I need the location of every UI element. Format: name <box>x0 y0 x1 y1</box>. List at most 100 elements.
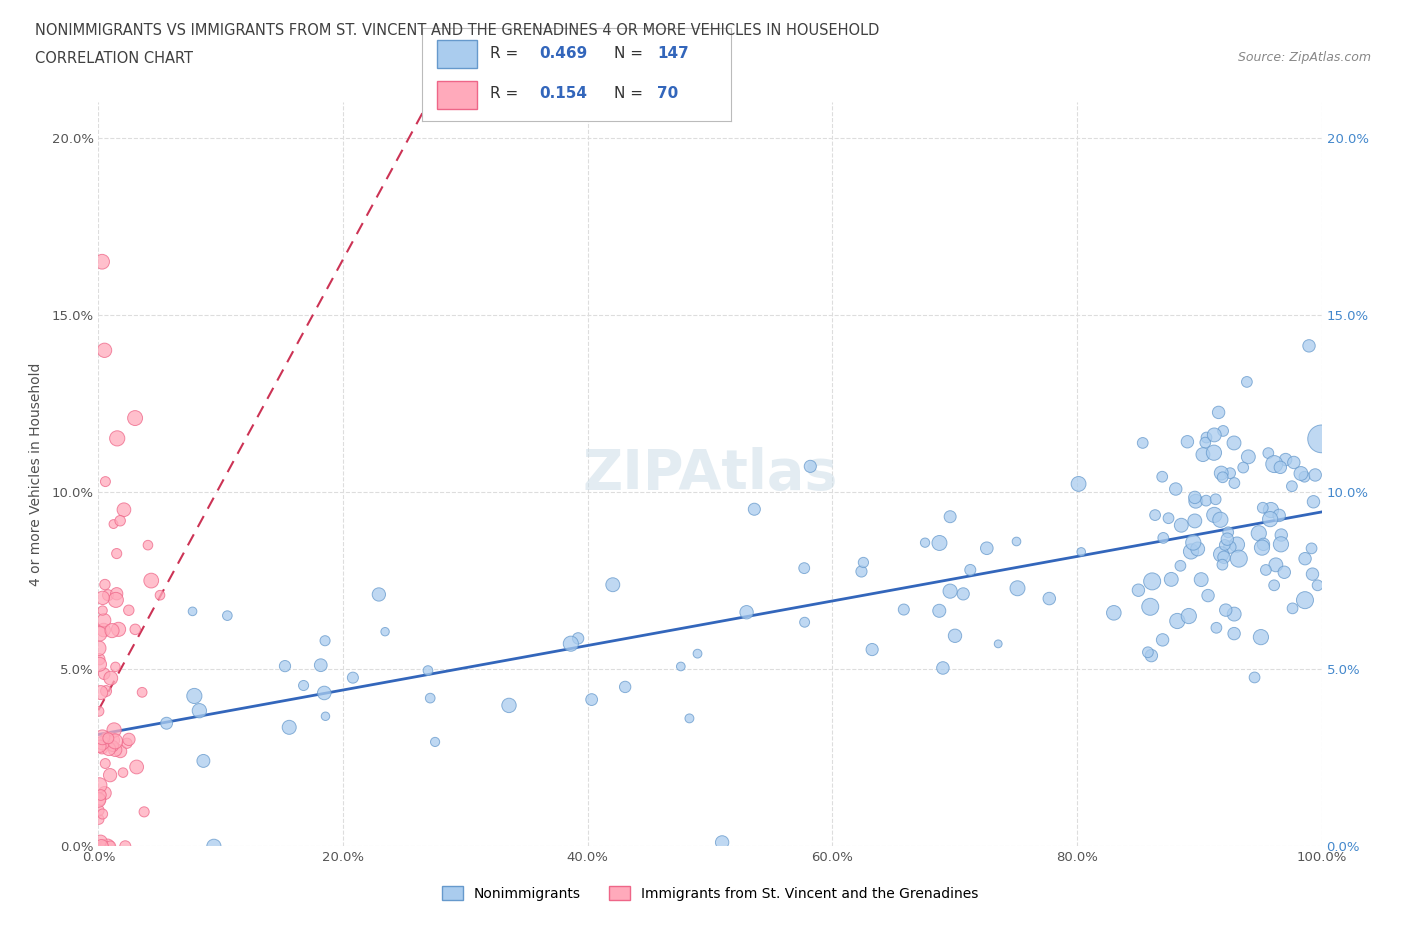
Point <box>314 709 336 724</box>
Point <box>1170 558 1192 573</box>
Point <box>111 765 134 780</box>
Point <box>1205 620 1227 635</box>
Point <box>96 839 118 854</box>
Point <box>1195 430 1218 445</box>
Text: R =: R = <box>489 86 523 101</box>
Point <box>274 658 297 673</box>
Point <box>1211 557 1233 572</box>
Point <box>1218 525 1240 539</box>
Point <box>1205 492 1227 507</box>
Point <box>134 804 156 819</box>
Point <box>98 768 121 783</box>
Point <box>1243 670 1265 684</box>
Point <box>1251 500 1274 515</box>
Point <box>678 711 700 725</box>
Point <box>419 691 441 706</box>
Point <box>97 588 120 603</box>
Point <box>852 555 875 570</box>
Point <box>799 458 821 473</box>
Point <box>1270 460 1292 475</box>
Point <box>149 588 172 603</box>
Point <box>91 254 114 269</box>
Point <box>893 602 915 617</box>
Point <box>94 474 117 489</box>
Point <box>105 586 128 601</box>
Point <box>105 431 128 445</box>
Point <box>91 839 114 854</box>
Point <box>105 546 128 561</box>
Point <box>793 615 815 630</box>
Point <box>1178 608 1201 623</box>
Point <box>1152 530 1174 545</box>
Point <box>1289 466 1312 481</box>
Text: 70: 70 <box>657 86 678 101</box>
Point <box>1213 550 1236 565</box>
Point <box>118 732 141 747</box>
Point <box>101 623 124 638</box>
Point <box>1204 428 1226 443</box>
Point <box>669 659 692 674</box>
Point <box>90 685 112 700</box>
Point <box>1195 493 1218 508</box>
Text: 0.469: 0.469 <box>540 46 588 60</box>
Text: 0.154: 0.154 <box>540 86 588 101</box>
Point <box>1264 557 1286 572</box>
Point <box>124 622 146 637</box>
Point <box>103 517 125 532</box>
Point <box>498 698 520 713</box>
Point <box>711 835 734 850</box>
Point <box>188 703 211 718</box>
Point <box>1301 541 1323 556</box>
Point <box>93 343 115 358</box>
Point <box>1170 518 1192 533</box>
Point <box>1194 435 1216 450</box>
Point <box>155 716 177 731</box>
Point <box>1281 601 1303 616</box>
Point <box>1180 544 1202 559</box>
Point <box>914 536 936 551</box>
Point <box>1260 502 1282 517</box>
Point <box>100 671 122 685</box>
Point <box>1139 599 1161 614</box>
Point <box>1192 447 1215 462</box>
Point <box>1215 603 1237 618</box>
Point <box>1128 583 1150 598</box>
Point <box>93 622 115 637</box>
Point <box>1164 482 1187 497</box>
Point <box>1189 572 1212 587</box>
Point <box>87 704 110 719</box>
Point <box>87 641 110 656</box>
Point <box>93 613 115 628</box>
Point <box>1263 457 1285 472</box>
Point <box>89 792 111 807</box>
Point <box>959 563 981 578</box>
Y-axis label: 4 or more Vehicles in Household: 4 or more Vehicles in Household <box>30 363 44 586</box>
Point <box>87 792 110 807</box>
Text: 147: 147 <box>657 46 689 60</box>
Point <box>314 685 336 700</box>
Point <box>686 646 709 661</box>
Point <box>101 733 124 748</box>
Point <box>1184 490 1206 505</box>
Point <box>98 839 121 854</box>
Point <box>94 684 117 698</box>
Point <box>309 658 332 672</box>
Point <box>1268 508 1291 523</box>
Point <box>202 839 225 854</box>
Point <box>581 692 603 707</box>
Point <box>1136 644 1159 659</box>
Point <box>89 627 111 642</box>
Point <box>560 636 582 651</box>
FancyBboxPatch shape <box>437 40 478 68</box>
Point <box>1303 468 1326 483</box>
Point <box>1212 423 1234 438</box>
Point <box>91 591 114 605</box>
Point <box>1070 544 1092 559</box>
Point <box>1236 375 1258 390</box>
Point <box>1306 578 1329 592</box>
Point <box>103 723 125 737</box>
Point <box>1257 445 1279 460</box>
Point <box>860 642 883 657</box>
Point <box>416 663 439 678</box>
Point <box>90 839 112 854</box>
